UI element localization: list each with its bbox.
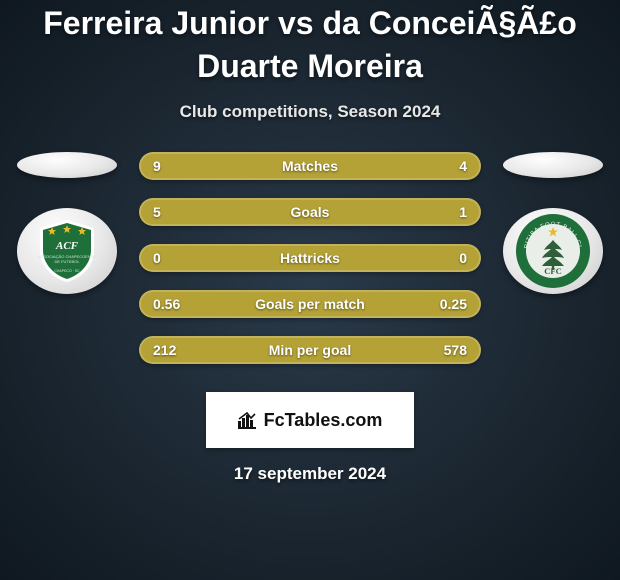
stat-label: Min per goal bbox=[141, 342, 479, 358]
comparison-card: Ferreira Junior vs da ConceiÃ§Ã£o Duarte… bbox=[0, 0, 620, 580]
player-avatar-left bbox=[17, 152, 117, 178]
stat-right-value: 4 bbox=[459, 158, 467, 174]
stat-row-matches: 9 Matches 4 bbox=[139, 152, 481, 180]
svg-text:DE FUTEBOL: DE FUTEBOL bbox=[54, 259, 80, 264]
subtitle: Club competitions, Season 2024 bbox=[0, 102, 620, 122]
club-badge-right: CORITIBA FOOT BALL CLUB PARANÁ CFC bbox=[503, 208, 603, 294]
stat-row-min-per-goal: 212 Min per goal 578 bbox=[139, 336, 481, 364]
date-line: 17 september 2024 bbox=[0, 464, 620, 484]
brand-box: FcTables.com bbox=[206, 392, 414, 448]
stat-right-value: 578 bbox=[444, 342, 467, 358]
stat-right-value: 1 bbox=[459, 204, 467, 220]
svg-text:ACF: ACF bbox=[55, 240, 79, 252]
stat-label: Goals bbox=[141, 204, 479, 220]
left-side: ACF ASSOCIAÇÃO CHAPECOENSE DE FUTEBOL CH… bbox=[8, 152, 126, 294]
stat-row-goals: 5 Goals 1 bbox=[139, 198, 481, 226]
stat-row-goals-per-match: 0.56 Goals per match 0.25 bbox=[139, 290, 481, 318]
stat-row-hattricks: 0 Hattricks 0 bbox=[139, 244, 481, 272]
player-avatar-right bbox=[503, 152, 603, 178]
stat-bars: 9 Matches 4 5 Goals 1 0 Hattricks 0 0.56… bbox=[139, 152, 481, 382]
stat-right-value: 0.25 bbox=[440, 296, 467, 312]
main-row: ACF ASSOCIAÇÃO CHAPECOENSE DE FUTEBOL CH… bbox=[0, 152, 620, 382]
stat-right-value: 0 bbox=[459, 250, 467, 266]
page-title: Ferreira Junior vs da ConceiÃ§Ã£o Duarte… bbox=[0, 2, 620, 88]
svg-text:CFC: CFC bbox=[544, 266, 561, 276]
circle-badge-icon: CORITIBA FOOT BALL CLUB PARANÁ CFC bbox=[514, 212, 592, 290]
brand-text: FcTables.com bbox=[264, 410, 383, 431]
stat-label: Matches bbox=[141, 158, 479, 174]
club-badge-left: ACF ASSOCIAÇÃO CHAPECOENSE DE FUTEBOL CH… bbox=[17, 208, 117, 294]
stat-label: Goals per match bbox=[141, 296, 479, 312]
shield-icon: ACF ASSOCIAÇÃO CHAPECOENSE DE FUTEBOL CH… bbox=[32, 216, 102, 286]
svg-text:CHAPECÓ · SC: CHAPECÓ · SC bbox=[54, 268, 80, 273]
stat-label: Hattricks bbox=[141, 250, 479, 266]
bar-chart-icon bbox=[238, 411, 260, 429]
right-side: CORITIBA FOOT BALL CLUB PARANÁ CFC bbox=[494, 152, 612, 294]
